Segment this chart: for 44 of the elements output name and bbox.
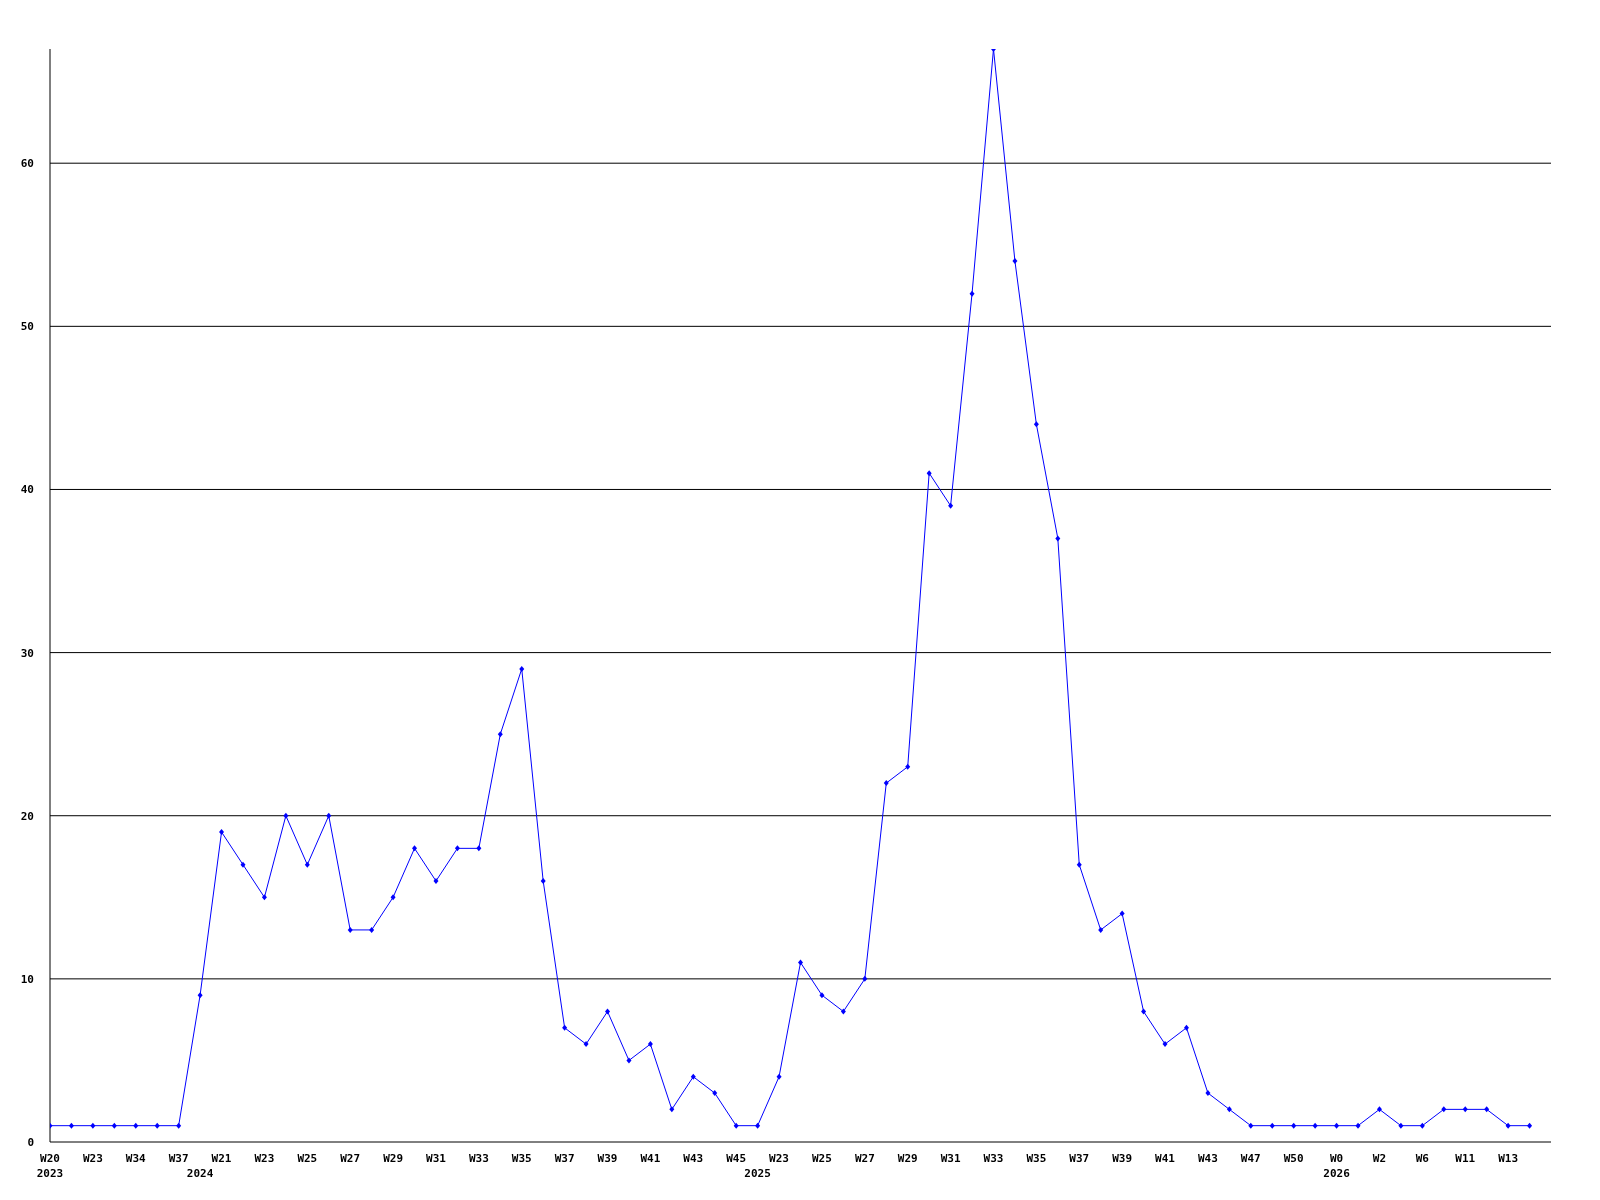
x-tick-label: W23 (82, 1152, 103, 1165)
x-tick-label: W27 (340, 1152, 361, 1165)
x-tick-label: W34 (125, 1152, 147, 1165)
x-tick-label: W23 (254, 1152, 275, 1165)
x-tick-label: W45 (726, 1152, 747, 1165)
x-tick-label: W41 (640, 1152, 661, 1165)
x-tick-label: W50 (1283, 1152, 1304, 1165)
x-tick-label: W29 (897, 1152, 918, 1165)
y-tick-label: 10 (20, 972, 34, 986)
x-tick-label: W31 (940, 1152, 961, 1165)
x-tick-label: 2025 (744, 1167, 771, 1180)
x-tick-label: W25 (297, 1152, 318, 1165)
x-tick-label: W39 (1112, 1152, 1133, 1165)
x-tick-label: W47 (1240, 1152, 1261, 1165)
x-tick-label: W6 (1415, 1152, 1430, 1165)
x-tick-label: W37 (168, 1152, 189, 1165)
x-tick-label: W33 (468, 1152, 489, 1165)
x-tick-label: W37 (1069, 1152, 1090, 1165)
x-tick-label: W35 (1026, 1152, 1047, 1165)
x-tick-label: W0 2026 (1323, 1152, 1351, 1180)
x-tick-label: W33 (983, 1152, 1004, 1165)
x-tick-label: W11 (1455, 1152, 1476, 1165)
x-tick-label: W2 (1372, 1152, 1387, 1165)
x-tick-label: W35 (511, 1152, 532, 1165)
x-tick-label: W41 (1155, 1152, 1176, 1165)
y-tick-label: 60 (20, 157, 34, 171)
x-tick-label: W43 (683, 1152, 704, 1165)
x-tick-label: W27 (854, 1152, 875, 1165)
x-tick-label: W31 (426, 1152, 447, 1165)
x-tick-label: W21 (211, 1152, 232, 1165)
x-tick-label: W13 (1498, 1152, 1519, 1165)
y-tick-label: 30 (20, 646, 34, 660)
x-tick-label: W43 (1197, 1152, 1218, 1165)
y-tick-label: 0 (27, 1135, 34, 1149)
x-tick-label: W29 (383, 1152, 404, 1165)
x-tick-label: W39 (597, 1152, 618, 1165)
x-tick-label: 2024 (186, 1167, 214, 1180)
x-tick-label: W23 (769, 1152, 789, 1165)
y-tick-label: 50 (20, 320, 34, 334)
y-tick-label: 20 (20, 809, 34, 823)
x-tick-label: W37 (554, 1152, 575, 1165)
y-tick-label: 40 (20, 483, 34, 497)
x-tick-label: W20 2023 (36, 1152, 64, 1180)
x-tick-label: W25 (812, 1152, 832, 1165)
